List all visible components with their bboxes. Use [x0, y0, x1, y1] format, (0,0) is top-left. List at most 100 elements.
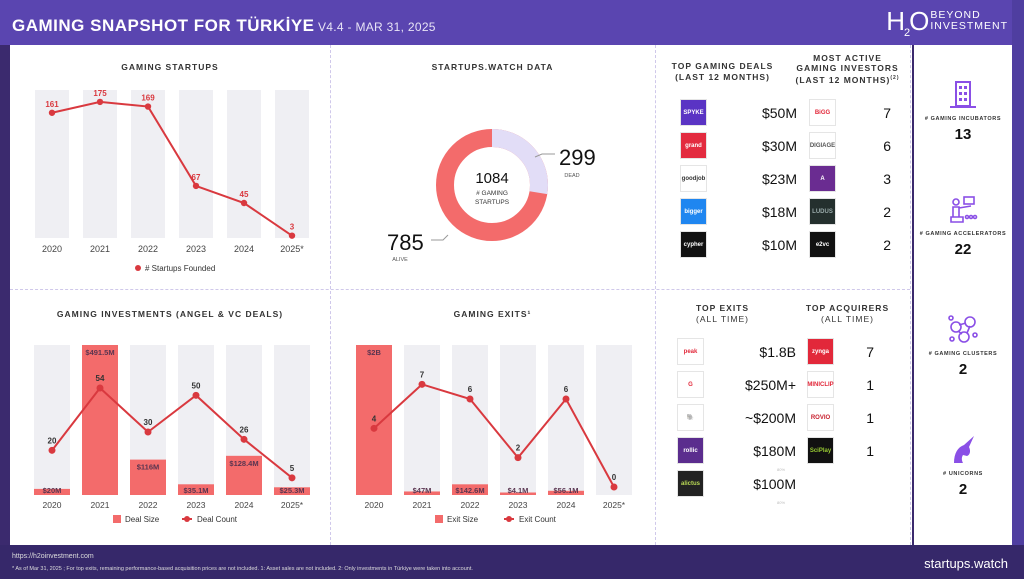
main-panel: GAMING STARTUPS 2020 2021 2022 2023 2024 2025… [10, 45, 912, 545]
legend-marker [184, 516, 190, 522]
stat-label: # GAMING CLUSTERS [928, 351, 998, 357]
startups-watch-logo: startups.watch [924, 556, 1008, 571]
deal-logo: SPYKE [680, 99, 707, 126]
data-label: 5 [290, 464, 295, 473]
deal-logo: cypher [680, 231, 707, 258]
top-deals-title: TOP GAMING DEALS (LAST 12 MONTHS) [671, 61, 774, 82]
bar-track [34, 345, 70, 495]
x-tick-label: 2021 [90, 244, 110, 254]
acquirer-row: zynga 7 [807, 338, 874, 365]
alive-value: 785 [387, 230, 424, 255]
exit-row: G $250M+ [677, 371, 796, 398]
right-edge [1012, 0, 1024, 545]
bar [452, 484, 488, 495]
x-tick-label: 2020 [43, 500, 62, 510]
x-tick-label: 2025* [280, 244, 304, 254]
deal-row: bigger $18M [680, 198, 797, 225]
data-point [288, 474, 296, 482]
deal-row: SPYKE $50M [680, 99, 797, 126]
data-label: 2 [516, 444, 521, 453]
exit-logo: alictus [677, 470, 704, 497]
x-tick-label: 2023 [187, 500, 206, 510]
top-exits-title: TOP EXITS (ALL TIME) [695, 303, 750, 324]
startups-donut: 1084 # GAMING STARTUPS 299 DEAD 785 ALIVE [387, 129, 596, 263]
slice-dead [436, 129, 548, 241]
data-point [96, 384, 104, 392]
dead-label: DEAD [564, 173, 579, 179]
investor-logo: A [809, 165, 836, 192]
acquirer-value: 7 [866, 343, 874, 360]
top-acquirers-title: TOP ACQUIRERS (ALL TIME) [805, 303, 890, 324]
legend-label: Deal Size [125, 515, 160, 524]
bar-label: $56.1M [553, 486, 578, 495]
exit-row: alictus $100M 80% [677, 470, 796, 505]
investor-row: LUDUS 2 [809, 198, 891, 225]
data-point [192, 391, 200, 399]
legend-label: # Startups Founded [145, 264, 215, 273]
investor-value: 2 [883, 236, 891, 253]
stat-value: 13 [954, 126, 972, 143]
exit-value: ~$200M [745, 409, 796, 426]
bar [548, 490, 584, 495]
exit-value: $250M+ [745, 376, 796, 393]
acquirer-value: 1 [866, 376, 874, 393]
investor-value: 6 [883, 137, 891, 154]
version-date: V4.4 - MAR 31, 2025 [318, 20, 436, 34]
data-point [48, 446, 56, 454]
acquirer-row: SciPlay 1 [807, 437, 874, 464]
bar-track [179, 90, 213, 238]
deal-row: cypher $10M [680, 231, 797, 258]
bar [226, 455, 262, 495]
stats-sidebar: # GAMING INCUBATORS 13 # GAMING ACCELERATO… [914, 45, 1012, 545]
bar-track [178, 345, 214, 495]
bar-track [131, 90, 165, 238]
acquirer-logo: ROVIO [807, 404, 834, 431]
data-label: 6 [468, 385, 473, 394]
acquirer-value: 1 [866, 442, 874, 459]
bar [130, 459, 166, 495]
data-label: 169 [141, 94, 155, 103]
investor-logo: DIGIAGE [809, 132, 836, 159]
x-tick-label: 2025* [281, 500, 304, 510]
website-link[interactable]: https://h2oinvestment.com [12, 553, 94, 560]
investor-logo: LUDUS [809, 198, 836, 225]
bar-label: $25.3M [279, 486, 304, 495]
data-point [144, 428, 152, 436]
data-point [288, 232, 296, 239]
donut-title: STARTUPS.WATCH DATA [431, 62, 554, 72]
exit-value: $100M [753, 475, 796, 492]
stat-value: 2 [958, 481, 968, 498]
bar-label: $491.5M [85, 348, 114, 357]
data-label: 161 [45, 100, 59, 109]
bar-track [227, 90, 261, 238]
investments-chart: $20M 2020 $491.5M 2021 $116M 2022 $35.1M 2023 $1… [34, 345, 310, 524]
deal-value: $30M [761, 137, 797, 154]
investments-chart-title: GAMING INVESTMENTS (ANGEL & VC DEALS) [56, 309, 284, 319]
legend-label: Exit Size [447, 515, 479, 524]
acquirer-logo: zynga [807, 338, 834, 365]
data-label: 175 [93, 89, 107, 98]
alive-label: ALIVE [392, 257, 408, 263]
bar-track [275, 90, 309, 238]
data-label: 7 [420, 370, 425, 379]
stat-unicorns: # UNICORNS 2 [914, 435, 1012, 498]
data-point [514, 454, 522, 462]
center-label: STARTUPS [475, 199, 510, 206]
bar [356, 345, 392, 495]
data-label: 0 [612, 473, 617, 482]
footnote: * As of Mar 31, 2025 ; For top exits, re… [12, 566, 473, 572]
x-tick-label: 2020 [365, 500, 384, 510]
investor-value: 3 [883, 170, 891, 187]
exits-chart: $2B 2020 $47M 2021 $142.6M 2022 $4.1M 2023 $56.1… [356, 345, 632, 524]
data-point [144, 103, 152, 110]
data-point [610, 483, 618, 491]
data-point [96, 98, 104, 106]
legend-marker [125, 266, 129, 269]
bar-label: $142.6M [455, 486, 484, 495]
bar [34, 488, 70, 495]
stat-label: # GAMING ACCELERATORS [919, 231, 1007, 237]
bar-label: $35.1M [183, 486, 208, 495]
data-label: 6 [564, 385, 569, 394]
exit-stake-note: 80% [777, 500, 786, 505]
